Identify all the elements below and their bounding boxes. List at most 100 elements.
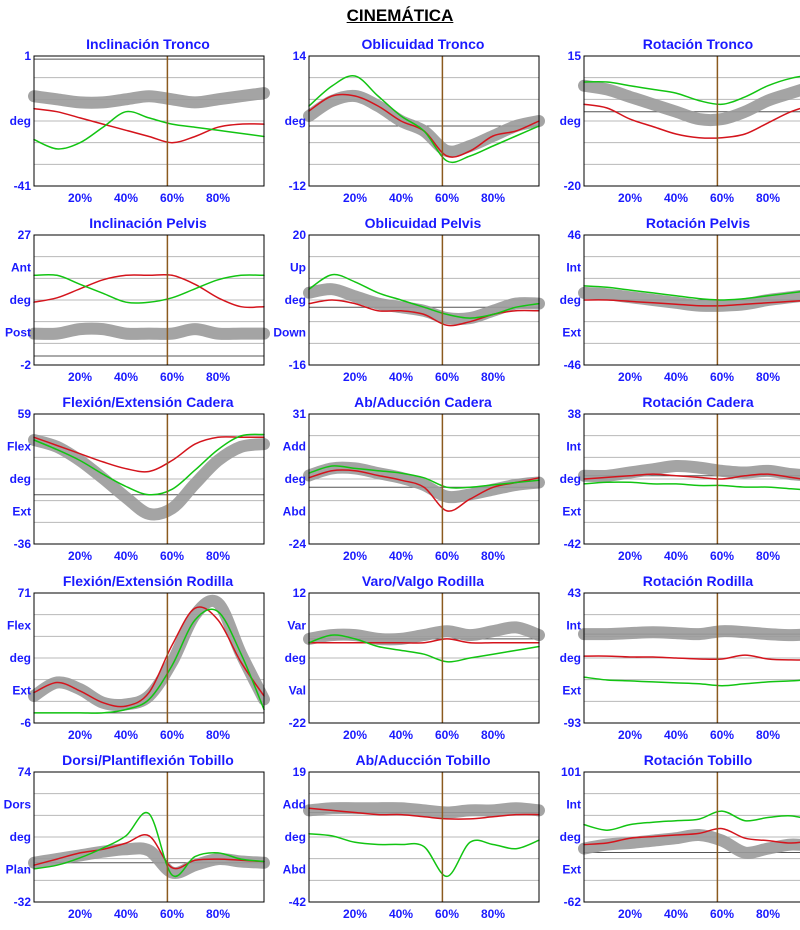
- y-tick-label: Add: [283, 440, 306, 454]
- chart-panel: Oblicuidad Pelvis 20 Up deg Down -16 20% 40% 60%…: [273, 215, 547, 393]
- y-tick-label: Ext: [562, 863, 581, 877]
- series-line-left: [33, 606, 265, 708]
- y-tick-label: -32: [14, 895, 32, 909]
- chart-svg: 12 Var deg Val -22 20% 40% 60% 80%: [285, 586, 545, 742]
- plot-border: [33, 55, 265, 187]
- y-tick-label: deg: [560, 114, 581, 128]
- chart-title: Varo/Valgo Rodilla: [361, 573, 485, 589]
- chart-title: Inclinación Tronco: [86, 36, 210, 52]
- series-line-right: [33, 608, 265, 714]
- x-tick-label: 20%: [68, 907, 92, 921]
- series-line-left: [583, 654, 800, 661]
- series-line-left: [33, 107, 265, 144]
- x-tick-label: 20%: [343, 549, 367, 563]
- chart-svg: 71 Flex deg Ext -6 20% 40% 60% 80%: [7, 586, 270, 742]
- chart-svg: 20 Up deg Down -16 20% 40% 60% 80%: [273, 228, 545, 384]
- y-tick-label: 31: [293, 407, 307, 421]
- chart-svg: 101 Int deg Ext -62 20% 40% 60% 80%: [560, 765, 800, 921]
- x-tick-label: 40%: [664, 549, 688, 563]
- y-tick-label: Ext: [562, 684, 581, 698]
- y-tick-label: deg: [10, 472, 31, 486]
- chart-title: Rotación Tobillo: [643, 752, 753, 768]
- plot-border: [33, 592, 265, 724]
- y-tick-label: Val: [289, 684, 306, 698]
- series-line-right: [308, 74, 540, 164]
- x-tick-label: 20%: [618, 549, 642, 563]
- y-tick-label: deg: [560, 651, 581, 665]
- x-tick-label: 40%: [389, 191, 413, 205]
- chart-svg: 19 Add deg Abd -42 20% 40% 60% 80%: [283, 765, 545, 921]
- y-tick-label: Dors: [4, 798, 32, 812]
- series-line-right: [33, 110, 265, 150]
- x-tick-label: 40%: [114, 907, 138, 921]
- plot-border: [583, 592, 800, 724]
- y-tick-label: deg: [560, 472, 581, 486]
- x-tick-label: 80%: [206, 907, 230, 921]
- chart-title: Flexión/Extensión Cadera: [62, 394, 234, 410]
- series-line-right: [583, 75, 800, 106]
- series-line-right: [583, 810, 800, 831]
- y-tick-label: 14: [293, 49, 307, 63]
- chart-panel: Inclinación Tronco 1 deg -41 20% 40% 60% 80%: [2, 36, 272, 214]
- chart-title: Ab/Aducción Tobillo: [355, 752, 491, 768]
- y-tick-label: 43: [568, 586, 582, 600]
- y-tick-label: 19: [293, 765, 307, 779]
- series-line-right: [583, 481, 800, 491]
- x-tick-label: 80%: [481, 907, 505, 921]
- series-line-right: [33, 433, 265, 496]
- x-tick-label: 80%: [206, 549, 230, 563]
- plot-border: [308, 771, 540, 903]
- series-line-left: [33, 834, 265, 870]
- series-line-right: [583, 285, 800, 301]
- chart-panel: Varo/Valgo Rodilla 12 Var deg Val -22 20% 40% 60…: [277, 573, 547, 751]
- plot-border: [583, 771, 800, 903]
- y-tick-label: -16: [289, 358, 307, 372]
- y-tick-label: -93: [564, 716, 582, 730]
- x-tick-label: 60%: [160, 728, 184, 742]
- plot-border: [33, 234, 265, 366]
- y-tick-label: Int: [566, 798, 581, 812]
- normal-band: [28, 434, 270, 521]
- y-tick-label: 12: [293, 586, 307, 600]
- series-line-left: [308, 469, 540, 512]
- chart-title: Rotación Tronco: [642, 36, 754, 52]
- chart-svg: 46 Int deg Ext -46 20% 40% 60% 80%: [560, 228, 800, 384]
- normal-band: [303, 621, 545, 646]
- x-tick-label: 40%: [114, 191, 138, 205]
- y-tick-label: Post: [5, 326, 31, 340]
- y-tick-label: Ext: [562, 326, 581, 340]
- y-tick-label: Plan: [6, 863, 31, 877]
- series-line-left: [33, 436, 265, 473]
- chart-svg: 43 Int deg Ext -93 20% 40% 60% 80%: [560, 586, 800, 742]
- chart-panel: Rotación Pelvis 46 Int deg Ext -46 20% 40% 60% 80…: [552, 215, 800, 393]
- series-line-left: [33, 273, 265, 309]
- y-tick-label: Ext: [562, 505, 581, 519]
- y-tick-label: Int: [566, 261, 581, 275]
- x-tick-label: 20%: [618, 728, 642, 742]
- x-tick-label: 80%: [756, 370, 780, 384]
- chart-title: Oblicuidad Pelvis: [364, 215, 482, 231]
- chart-svg: 1 deg -41 20% 40% 60% 80%: [10, 49, 270, 205]
- x-tick-label: 60%: [710, 907, 734, 921]
- plot-border: [583, 413, 800, 545]
- y-tick-label: 20: [293, 228, 307, 242]
- y-tick-label: Int: [566, 440, 581, 454]
- normal-band: [303, 802, 545, 819]
- x-tick-label: 60%: [435, 191, 459, 205]
- y-tick-label: -20: [564, 179, 582, 193]
- x-tick-label: 60%: [435, 907, 459, 921]
- series-line-right: [308, 273, 540, 319]
- chart-panel: Flexión/Extensión Rodilla 71 Flex deg Ext -6 2…: [2, 573, 272, 751]
- chart-svg: 27 Ant deg Post -2 20% 40% 60% 80%: [5, 228, 270, 384]
- x-tick-label: 20%: [68, 549, 92, 563]
- x-tick-label: 20%: [618, 191, 642, 205]
- series-line-right: [308, 634, 540, 663]
- x-tick-label: 80%: [756, 549, 780, 563]
- series-line-right: [308, 465, 540, 489]
- chart-panel: Inclinación Pelvis 27 Ant deg Post -2 20% 40% 60…: [2, 215, 272, 393]
- x-tick-label: 80%: [206, 191, 230, 205]
- chart-panel: Oblicuidad Tronco 14 deg -12 20% 40% 60% 80%: [277, 36, 547, 214]
- chart-svg: 14 deg -12 20% 40% 60% 80%: [285, 49, 545, 205]
- x-tick-label: 40%: [664, 370, 688, 384]
- series-line-left: [308, 638, 540, 644]
